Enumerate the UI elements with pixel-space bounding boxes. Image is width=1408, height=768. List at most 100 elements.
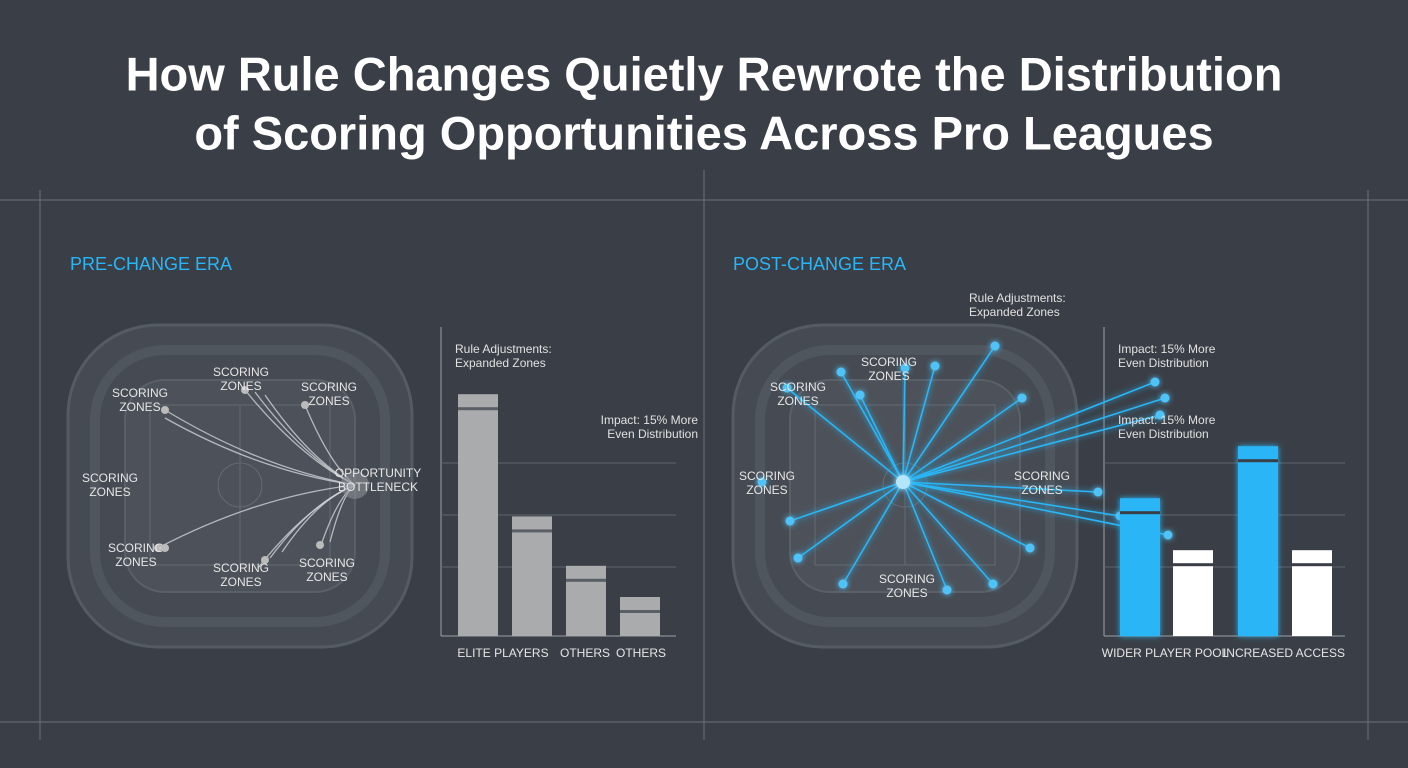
ray [902, 397, 1166, 483]
ray-node [990, 341, 1000, 351]
heading: PRE-CHANGE ERA [70, 254, 232, 274]
bar-cap [620, 610, 660, 613]
bar-label: WIDER PLAYER POOL [1102, 646, 1229, 660]
zone-label: SCORING [213, 365, 269, 379]
ray-node [900, 363, 910, 373]
annotation: Impact: 15% More [1118, 342, 1216, 356]
zone-label: SCORING [299, 556, 355, 570]
bar-label: OTHERS [560, 646, 610, 660]
ray-node [838, 579, 848, 589]
bar [1292, 550, 1332, 636]
zone-node [161, 544, 169, 552]
annotation: Expanded Zones [969, 305, 1060, 319]
ray [902, 381, 1156, 483]
ray [859, 394, 904, 483]
zone-label: SCORING [1014, 469, 1070, 483]
zone-label: ZONES [1021, 483, 1062, 497]
bar-cap [1292, 563, 1332, 567]
bottleneck-label: BOTTLENECK [338, 480, 418, 494]
zone-label: ZONES [119, 400, 160, 414]
ray [902, 481, 1121, 517]
annotation: Impact: 15% More [601, 413, 699, 427]
ray-node [782, 383, 792, 393]
annotation: Impact: 15% More [1118, 413, 1216, 427]
bar [512, 516, 552, 636]
bar [1238, 446, 1278, 636]
ray [902, 481, 948, 591]
flow-line [164, 409, 356, 486]
ray [902, 345, 996, 483]
bottleneck-node [341, 471, 369, 499]
ray-node [1155, 410, 1165, 420]
zone-label: ZONES [306, 570, 347, 584]
bar [1173, 550, 1213, 636]
zone-label: SCORING [739, 469, 795, 483]
ray-node [1163, 530, 1173, 540]
bar-cap [1238, 459, 1278, 463]
ray [902, 414, 1161, 483]
hub [896, 475, 910, 489]
zone-label: SCORING [770, 380, 826, 394]
bar-cap [512, 529, 552, 533]
ray [902, 481, 1031, 549]
ray-node [793, 553, 803, 563]
zone-label: ZONES [777, 394, 818, 408]
zone-node [161, 406, 169, 414]
zone-label: ZONES [868, 369, 909, 383]
bar-label: OTHERS [616, 646, 666, 660]
ray [902, 481, 1099, 493]
bar-cap [566, 578, 606, 582]
zone-label: ZONES [886, 586, 927, 600]
ray-node [930, 361, 940, 371]
annotation: Even Distribution [1118, 356, 1209, 370]
bar [566, 565, 606, 636]
ray [789, 481, 904, 522]
zone-node [241, 386, 249, 394]
ray-node [757, 477, 767, 487]
ray [840, 371, 904, 483]
ray-node [988, 579, 998, 589]
stadium-left [66, 323, 414, 649]
ray [902, 481, 994, 585]
heading: POST-CHANGE ERA [733, 254, 906, 274]
zone-label: SCORING [82, 471, 138, 485]
ray [842, 481, 904, 585]
zone-label: ZONES [220, 575, 261, 589]
zone-label: SCORING [112, 386, 168, 400]
ray-node [1150, 377, 1160, 387]
annotation: Rule Adjustments: [969, 291, 1066, 305]
ray-node [1160, 393, 1170, 403]
zone-label: ZONES [220, 379, 261, 393]
zone-label: SCORING [213, 561, 269, 575]
ray [902, 367, 906, 483]
bar-cap [1120, 511, 1160, 515]
ray [797, 481, 904, 559]
flow-line [157, 484, 356, 549]
zone-label: SCORING [108, 541, 164, 555]
zone-node [316, 541, 324, 549]
zone-node [154, 544, 162, 552]
annotation: Rule Adjustments: [455, 342, 552, 356]
flow-line [164, 417, 356, 486]
bar-cap [458, 407, 498, 411]
bar [1120, 498, 1160, 636]
zone-label: ZONES [746, 483, 787, 497]
bar-label: ELITE PLAYERS [457, 646, 548, 660]
bar-label: INCREASED ACCESS [1223, 646, 1345, 660]
ray-node [1093, 487, 1103, 497]
ray [902, 365, 936, 483]
ray-node [942, 585, 952, 595]
ray [902, 397, 1023, 483]
zone-label: ZONES [308, 394, 349, 408]
zone-label: SCORING [879, 572, 935, 586]
bar [620, 597, 660, 636]
bar [458, 394, 498, 636]
ray-node [1017, 393, 1027, 403]
title: How Rule Changes Quietly Rewrote the Dis… [126, 47, 1283, 100]
annotation: Even Distribution [607, 427, 698, 441]
zone-label: ZONES [115, 555, 156, 569]
annotation: Even Distribution [1118, 427, 1209, 441]
bar-cap [1173, 563, 1213, 567]
ray-node [1025, 543, 1035, 553]
ray [786, 387, 904, 483]
